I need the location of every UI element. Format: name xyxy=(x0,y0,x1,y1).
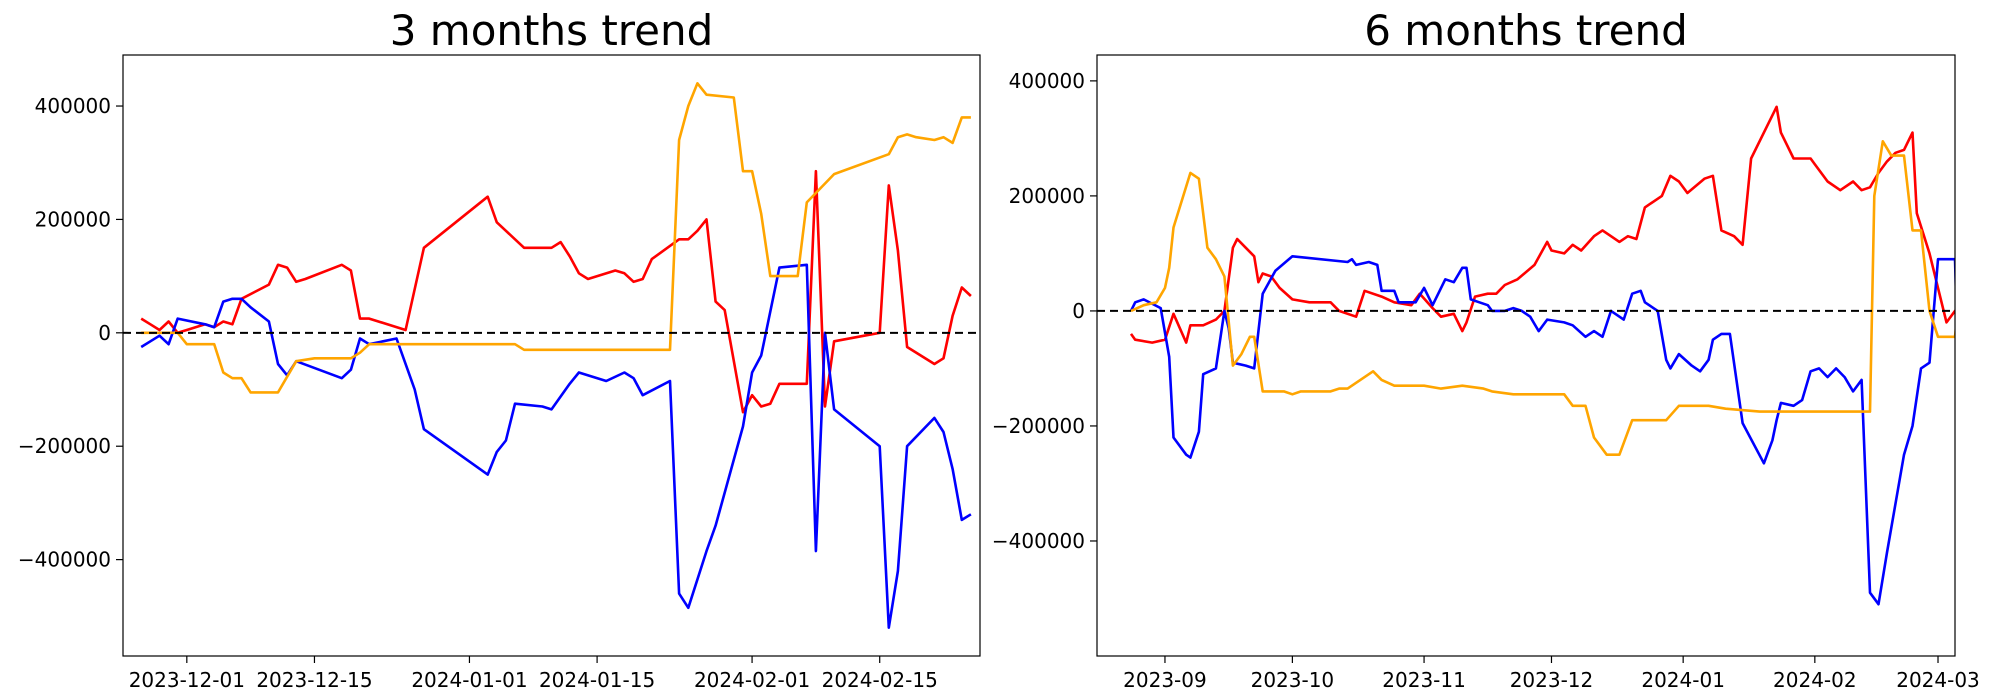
series-line-1 xyxy=(140,169,972,414)
x-tick-label: 2024-02-15 xyxy=(822,668,938,692)
x-tick-label: 2024-01 xyxy=(1641,668,1725,692)
y-tick-label: −200000 xyxy=(992,414,1085,438)
x-tick-label: 2023-10 xyxy=(1251,668,1335,692)
y-tick-label: 400000 xyxy=(1009,69,1085,93)
x-tick-label: 2024-01-15 xyxy=(539,668,655,692)
y-tick-label: 200000 xyxy=(1009,184,1085,208)
y-tick-label: 400000 xyxy=(35,94,111,118)
chart-panel-1: 3 months trend −400000 −200000 0 200000 40000… xyxy=(18,6,981,692)
x-tick-label: 2023-12-01 xyxy=(129,668,245,692)
y-tick-label: −400000 xyxy=(18,548,111,572)
x-tick-label: 2024-01-01 xyxy=(411,668,527,692)
x-tick-label: 2023-12 xyxy=(1510,668,1594,692)
chart-title: 3 months trend xyxy=(390,6,714,55)
y-tick-label: 0 xyxy=(98,321,111,345)
y-tick-label: −200000 xyxy=(18,434,111,458)
y-tick-label: −400000 xyxy=(992,529,1085,553)
series-line-3 xyxy=(141,82,971,394)
series-line-3 xyxy=(1130,140,1955,456)
x-tick-label: 2024-02 xyxy=(1773,668,1857,692)
y-tick-label: 200000 xyxy=(35,207,111,231)
series-line-2 xyxy=(140,263,972,629)
chart-panel-2: 6 months trend −400000 −200000 0 200000 40000… xyxy=(992,6,1980,692)
series-line-2 xyxy=(1129,255,1955,606)
x-tick-label: 2023-12-15 xyxy=(256,668,372,692)
plot-frame xyxy=(122,54,981,657)
x-tick-label: 2024-03 xyxy=(1896,668,1980,692)
x-tick-label: 2024-02-01 xyxy=(694,668,810,692)
plot-frame xyxy=(1096,54,1956,657)
x-tick-label: 2023-11 xyxy=(1382,668,1466,692)
chart-title: 6 months trend xyxy=(1364,6,1688,55)
y-tick-label: 0 xyxy=(1072,299,1085,323)
x-tick-label: 2023-09 xyxy=(1123,668,1207,692)
series-line-1 xyxy=(1129,105,1955,344)
